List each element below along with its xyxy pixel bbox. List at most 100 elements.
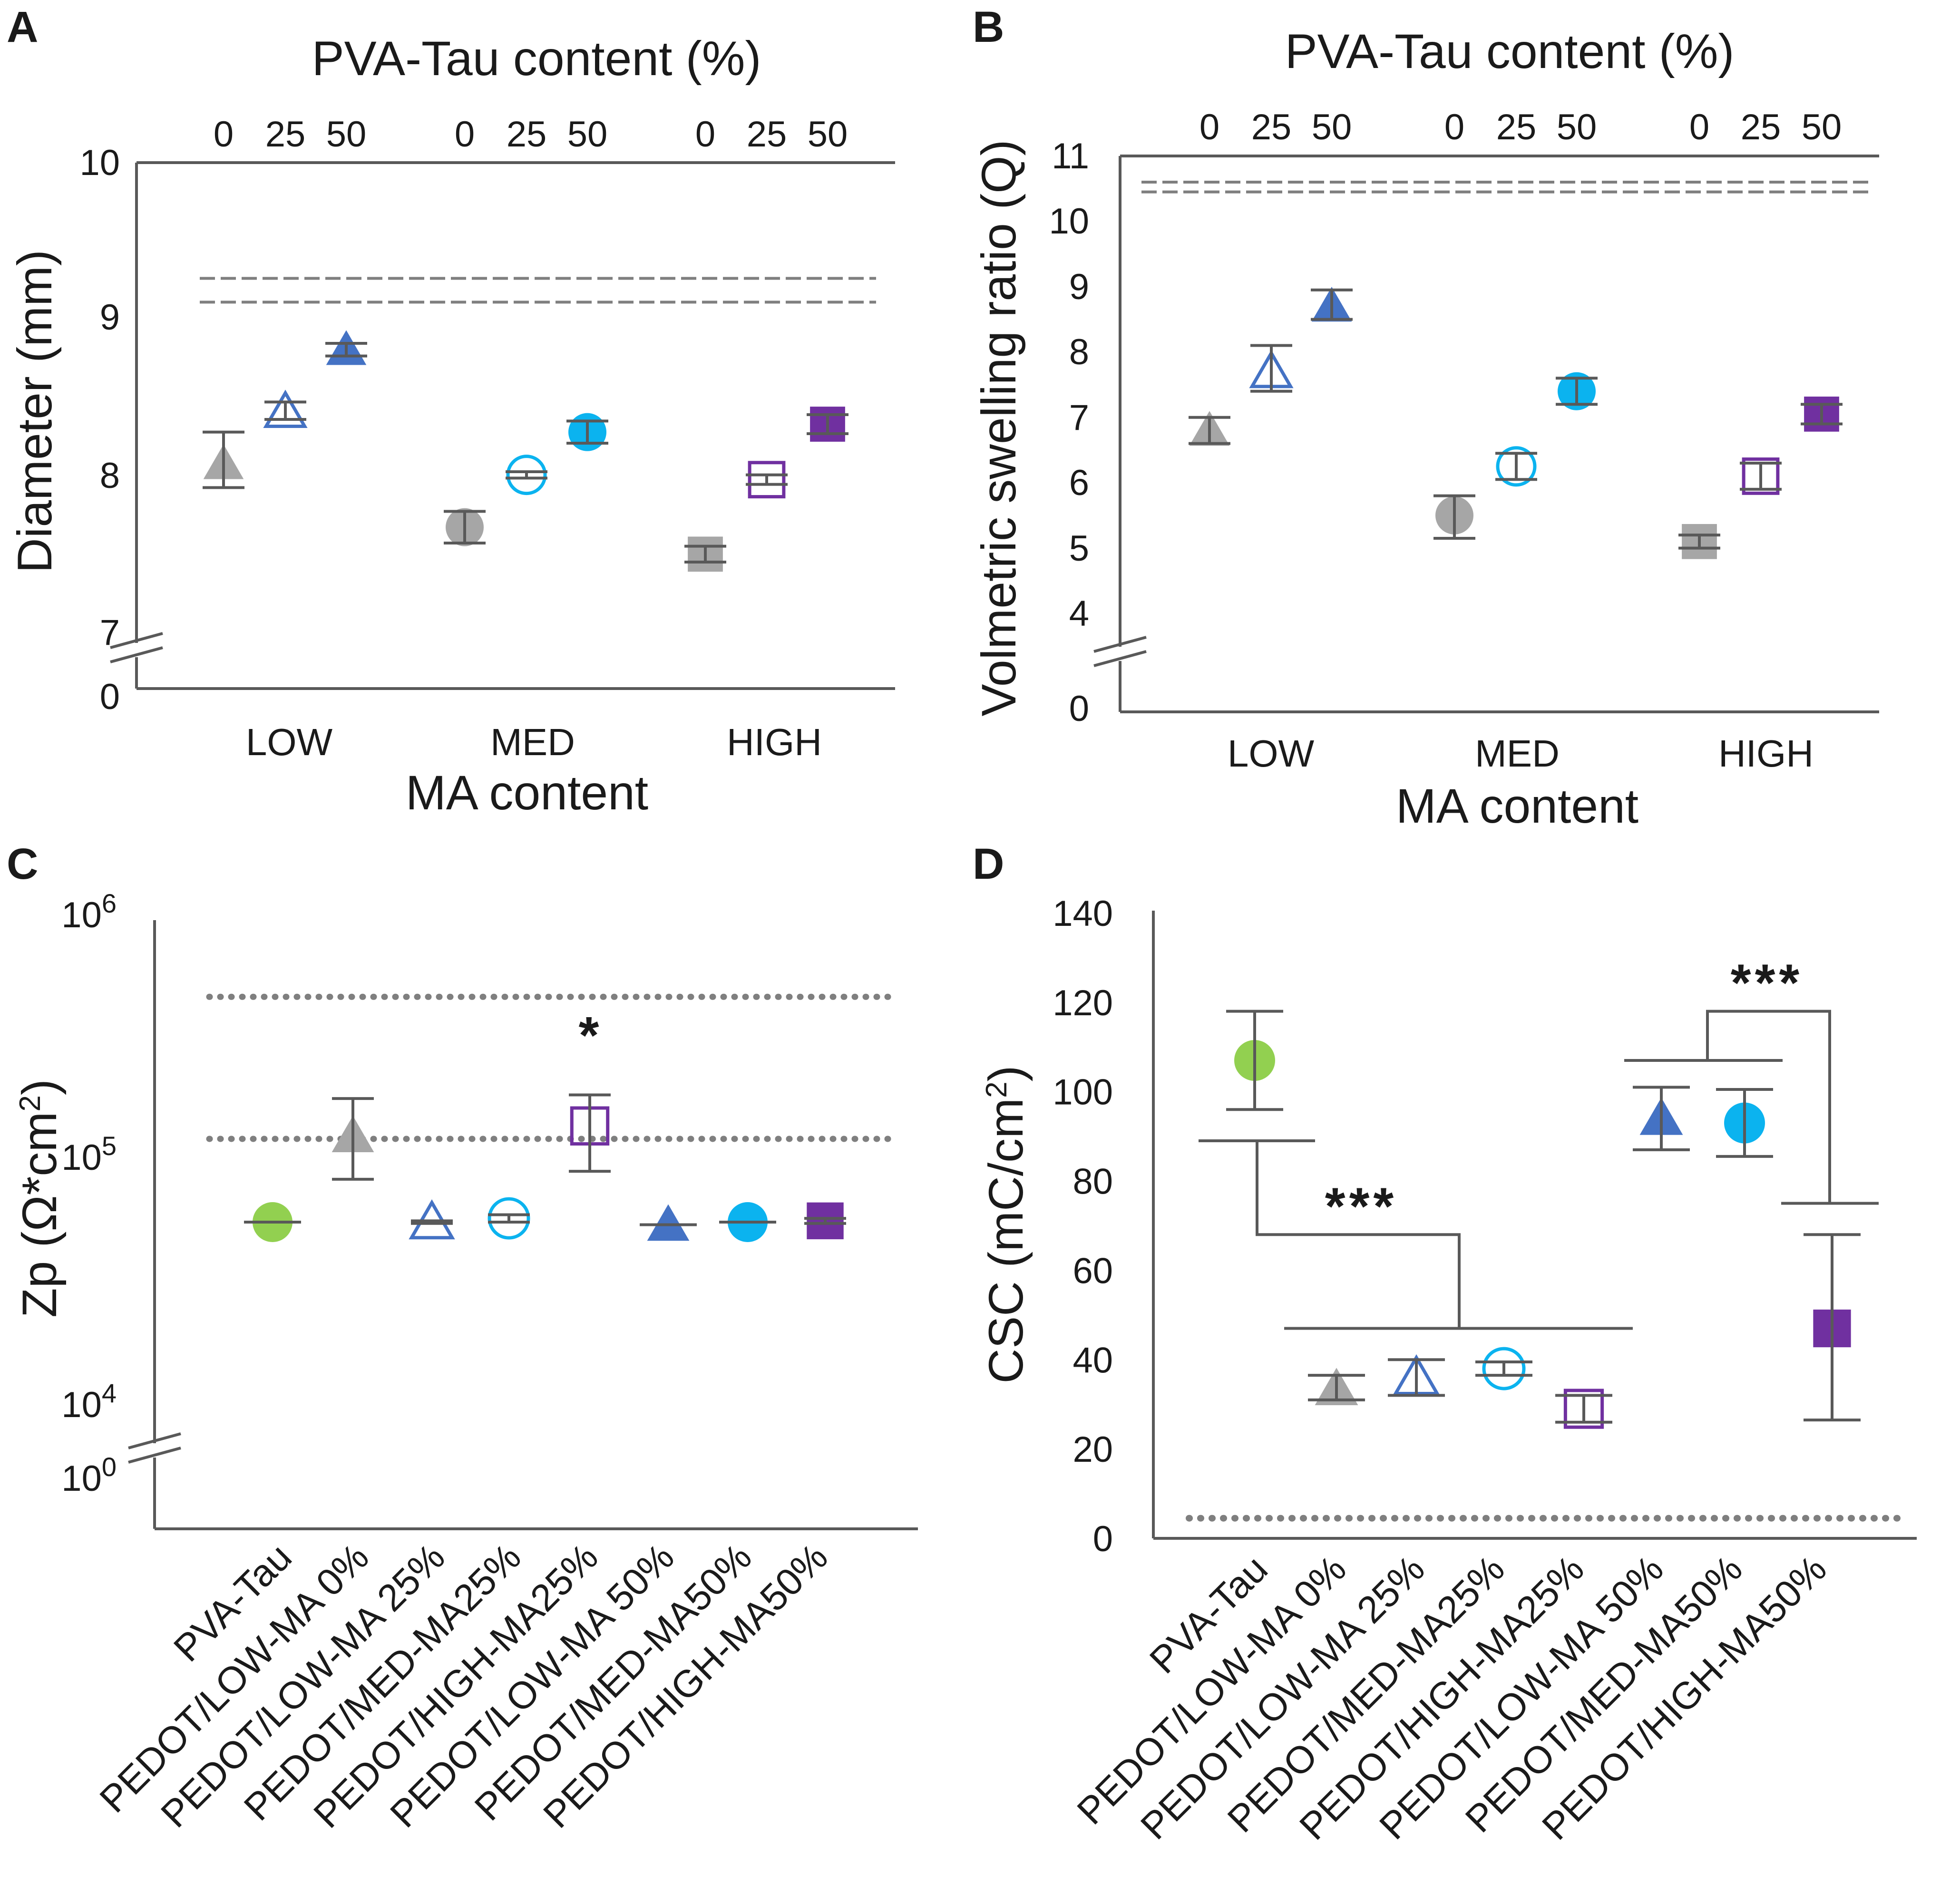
panel-c-error-bar bbox=[411, 1219, 453, 1225]
panel-d-data-points bbox=[1226, 1010, 1861, 1429]
panel-b-top-tick: 50 bbox=[1802, 107, 1842, 147]
panel-a-point-low-0 bbox=[203, 430, 244, 489]
panel-b-top-tick: 50 bbox=[1312, 107, 1352, 147]
panel-c-y-tick: 106 bbox=[61, 888, 117, 936]
panel-b-reference-lines bbox=[1141, 180, 1869, 194]
panel-b-y-tick: 10 bbox=[1049, 201, 1089, 242]
panel-a-y-tick: 10 bbox=[79, 143, 120, 183]
panel-a-point-high-50 bbox=[807, 407, 848, 442]
panel-b-category-label: MED bbox=[1475, 732, 1560, 775]
panel-d-point bbox=[1475, 1347, 1532, 1390]
panel-a-error-bar bbox=[264, 400, 306, 421]
panel-a-data-points bbox=[203, 330, 848, 572]
panel-b-y-tick: 4 bbox=[1069, 593, 1089, 634]
panel-b-point-med-25 bbox=[1495, 446, 1537, 487]
panel-c-axis-break bbox=[128, 1432, 181, 1464]
panel-a-error-bar bbox=[807, 413, 848, 435]
panel-b-data-points bbox=[1189, 287, 1843, 559]
panel-d-point bbox=[1804, 1233, 1861, 1422]
panel-d-error-bar bbox=[1475, 1360, 1532, 1377]
panel-a-top-tick: 50 bbox=[326, 114, 367, 155]
panel-a-category-label: LOW bbox=[246, 721, 333, 763]
panel-d: D 140 120 100 80 60 40 20 0 *** *** PVA-TauPEDOT… bbox=[973, 840, 1917, 1848]
panel-a-point-high-25 bbox=[746, 461, 788, 499]
panel-d-marker bbox=[1482, 1347, 1526, 1390]
panel-a-point-low-50 bbox=[325, 330, 367, 365]
panel-d-y-tick: 0 bbox=[1093, 1519, 1113, 1559]
panel-d-error-bar bbox=[1226, 1010, 1283, 1111]
panel-c-y-tick: 100 bbox=[61, 1452, 117, 1499]
panel-d-y-tick: 40 bbox=[1073, 1340, 1113, 1380]
panel-c-point bbox=[488, 1197, 530, 1240]
panel-b-point-med-0 bbox=[1433, 494, 1475, 540]
panel-d-marker bbox=[1563, 1389, 1604, 1429]
panel-d-y-tick: 100 bbox=[1053, 1072, 1113, 1113]
panel-b-error-bar bbox=[1801, 403, 1843, 426]
panel-b-y-tick: 9 bbox=[1069, 267, 1089, 307]
panel-c-y-ticks: 106 105 104 100 bbox=[61, 888, 117, 1499]
panel-b-axis-break bbox=[1093, 636, 1147, 667]
panel-a-point-low-25 bbox=[263, 389, 308, 428]
panel-b-y-tick: 0 bbox=[1069, 689, 1089, 729]
panel-d-y-tick: 120 bbox=[1053, 983, 1113, 1023]
panel-d-point bbox=[1633, 1086, 1690, 1151]
panel-b-error-bar bbox=[1250, 344, 1292, 393]
panel-b-categories: LOW MED HIGH bbox=[1228, 732, 1814, 775]
panel-a-point-med-25 bbox=[506, 455, 547, 496]
panel-b-top-tick: 25 bbox=[1741, 107, 1781, 147]
panel-a-y-tick: 7 bbox=[100, 612, 120, 653]
panel-a-error-bar bbox=[566, 419, 608, 445]
panel-c-point bbox=[332, 1097, 374, 1181]
panel-d-y-tick: 60 bbox=[1073, 1251, 1113, 1291]
panel-a-top-tick: 0 bbox=[214, 114, 234, 155]
panel-a-y-axis-title: Diameter (mm) bbox=[8, 250, 62, 573]
panel-b-marker bbox=[1742, 457, 1780, 495]
panel-a-category-label: MED bbox=[490, 721, 575, 763]
panel-d-bracket-line bbox=[1256, 1141, 1461, 1329]
panel-b-error-bar bbox=[1678, 534, 1720, 550]
panel-b-x-axis-title: MA content bbox=[1396, 779, 1638, 833]
panel-d-y-tick: 80 bbox=[1073, 1162, 1113, 1202]
panel-c-error-bar bbox=[488, 1213, 530, 1224]
panel-a-y-ticks: 10 9 8 7 0 bbox=[79, 143, 120, 717]
panel-c-error-bar bbox=[332, 1097, 374, 1181]
panel-b-top-axis-title: PVA-Tau content (%) bbox=[1285, 24, 1735, 78]
panel-b-y-tick: 7 bbox=[1069, 398, 1089, 438]
panel-c-point bbox=[804, 1202, 846, 1240]
panel-a-error-bar bbox=[203, 430, 244, 489]
panel-b-category-label: HIGH bbox=[1718, 732, 1814, 775]
panel-b-top-tick: 50 bbox=[1557, 107, 1597, 147]
panel-d-point bbox=[1226, 1010, 1283, 1111]
panel-b-category-label: LOW bbox=[1228, 732, 1315, 775]
panel-a-marker bbox=[263, 389, 308, 428]
panel-b-error-bar bbox=[1740, 461, 1782, 491]
panel-c-y-axis-title: Zp (Ω*cm2) bbox=[12, 1079, 67, 1318]
panel-b-point-med-50 bbox=[1556, 372, 1598, 410]
panel-a-x-axis-title: MA content bbox=[406, 766, 648, 820]
panel-a-letter: A bbox=[7, 3, 38, 51]
panel-d-error-bar bbox=[1633, 1086, 1690, 1151]
panel-d-bracket-line bbox=[1706, 1010, 1831, 1204]
panel-b-y-tick: 6 bbox=[1069, 463, 1089, 503]
panel-c-point bbox=[244, 1202, 301, 1243]
panel-a-category-label: HIGH bbox=[727, 721, 822, 763]
panel-d-y-ticks: 140 120 100 80 60 40 20 0 bbox=[1053, 894, 1113, 1559]
panel-c-point bbox=[409, 1199, 455, 1240]
panel-a-top-ticks: 0 25 50 0 25 50 0 25 50 bbox=[214, 114, 848, 155]
panel-b-point-low-0 bbox=[1189, 411, 1230, 446]
panel-b-point-high-0 bbox=[1678, 524, 1720, 559]
panel-b-y-ticks: 11 10 9 8 7 6 5 4 0 bbox=[1049, 136, 1089, 729]
panel-a-top-tick: 25 bbox=[265, 114, 306, 155]
panel-a-marker bbox=[748, 461, 786, 499]
panel-d-significance-star: *** bbox=[1731, 954, 1803, 1012]
panel-a-error-bar bbox=[506, 470, 547, 480]
panel-d-significance-brackets: *** *** bbox=[1199, 954, 1879, 1330]
panel-b-top-tick: 25 bbox=[1496, 107, 1537, 147]
panel-a-error-bar bbox=[746, 473, 788, 486]
panel-a-y-tick: 0 bbox=[100, 677, 120, 717]
panel-b-error-bar bbox=[1433, 494, 1475, 540]
panel-c-y-tick: 105 bbox=[61, 1131, 117, 1178]
panel-a-point-med-0 bbox=[444, 508, 486, 546]
panel-b-top-ticks: 0 25 50 0 25 50 0 25 50 bbox=[1199, 107, 1842, 147]
